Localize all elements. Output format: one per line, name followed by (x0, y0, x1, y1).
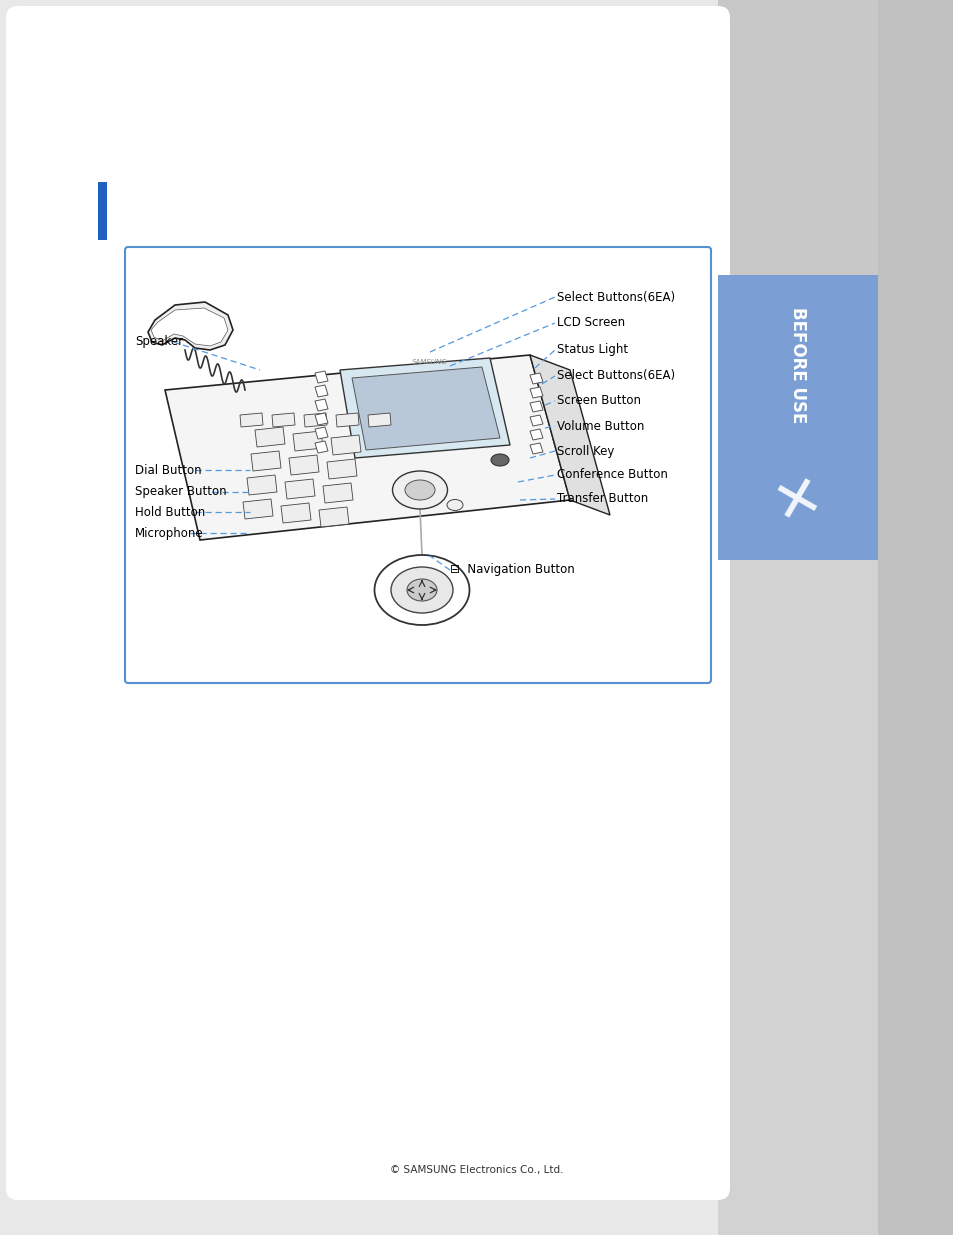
Text: ⊟  Navigation Button: ⊟ Navigation Button (450, 563, 574, 577)
Text: Status Light: Status Light (557, 343, 627, 357)
Polygon shape (151, 308, 228, 346)
Polygon shape (281, 503, 311, 522)
Ellipse shape (391, 567, 453, 613)
Text: Speaker Button: Speaker Button (135, 485, 227, 499)
Text: Scroll Key: Scroll Key (557, 445, 614, 457)
Polygon shape (530, 401, 542, 412)
Text: Screen Button: Screen Button (557, 394, 640, 408)
Polygon shape (339, 358, 510, 458)
Polygon shape (272, 412, 294, 427)
Polygon shape (254, 427, 285, 447)
Polygon shape (530, 354, 609, 515)
Text: Conference Button: Conference Button (557, 468, 667, 482)
Polygon shape (243, 499, 273, 519)
Bar (718, 275, 877, 559)
Polygon shape (530, 373, 542, 384)
Ellipse shape (375, 555, 469, 625)
Bar (98, 182, 107, 240)
Text: Transfer Button: Transfer Button (557, 493, 648, 505)
Polygon shape (251, 451, 281, 471)
Polygon shape (331, 435, 360, 454)
Polygon shape (352, 367, 499, 450)
Polygon shape (165, 354, 569, 540)
Polygon shape (293, 431, 323, 451)
Bar (718, 0, 953, 275)
Ellipse shape (392, 471, 447, 509)
Text: Microphone: Microphone (135, 526, 203, 540)
Text: LCD Screen: LCD Screen (557, 316, 624, 330)
Polygon shape (240, 412, 263, 427)
Polygon shape (285, 479, 314, 499)
Polygon shape (530, 415, 542, 426)
Polygon shape (323, 483, 353, 503)
FancyBboxPatch shape (6, 6, 729, 1200)
Polygon shape (314, 427, 328, 438)
FancyBboxPatch shape (125, 247, 710, 683)
Text: BEFORE USE: BEFORE USE (788, 306, 806, 424)
Bar (718, 559, 953, 1235)
Text: © SAMSUNG Electronics Co., Ltd.: © SAMSUNG Electronics Co., Ltd. (390, 1165, 563, 1174)
Polygon shape (289, 454, 318, 475)
Ellipse shape (491, 454, 509, 466)
Polygon shape (327, 459, 356, 479)
Ellipse shape (405, 480, 435, 500)
Polygon shape (530, 387, 542, 398)
Text: Select Buttons(6EA): Select Buttons(6EA) (557, 290, 675, 304)
Polygon shape (368, 412, 391, 427)
Polygon shape (314, 412, 328, 425)
Polygon shape (530, 443, 542, 454)
Polygon shape (314, 370, 328, 383)
Text: Hold Button: Hold Button (135, 505, 205, 519)
Text: Speaker: Speaker (135, 336, 183, 348)
Polygon shape (148, 303, 233, 350)
Text: ✕: ✕ (766, 466, 828, 534)
Polygon shape (304, 412, 327, 427)
Polygon shape (530, 429, 542, 440)
Polygon shape (335, 412, 358, 427)
Ellipse shape (407, 579, 436, 601)
Text: Dial Button: Dial Button (135, 463, 201, 477)
Polygon shape (314, 441, 328, 453)
Text: SAMSUNG: SAMSUNG (412, 359, 447, 366)
Bar (877, 0, 953, 1235)
Text: Select Buttons(6EA): Select Buttons(6EA) (557, 369, 675, 383)
Polygon shape (314, 399, 328, 411)
Polygon shape (318, 508, 349, 527)
Ellipse shape (447, 499, 462, 510)
Text: Volume Button: Volume Button (557, 420, 643, 432)
Polygon shape (247, 475, 276, 495)
Polygon shape (314, 385, 328, 396)
